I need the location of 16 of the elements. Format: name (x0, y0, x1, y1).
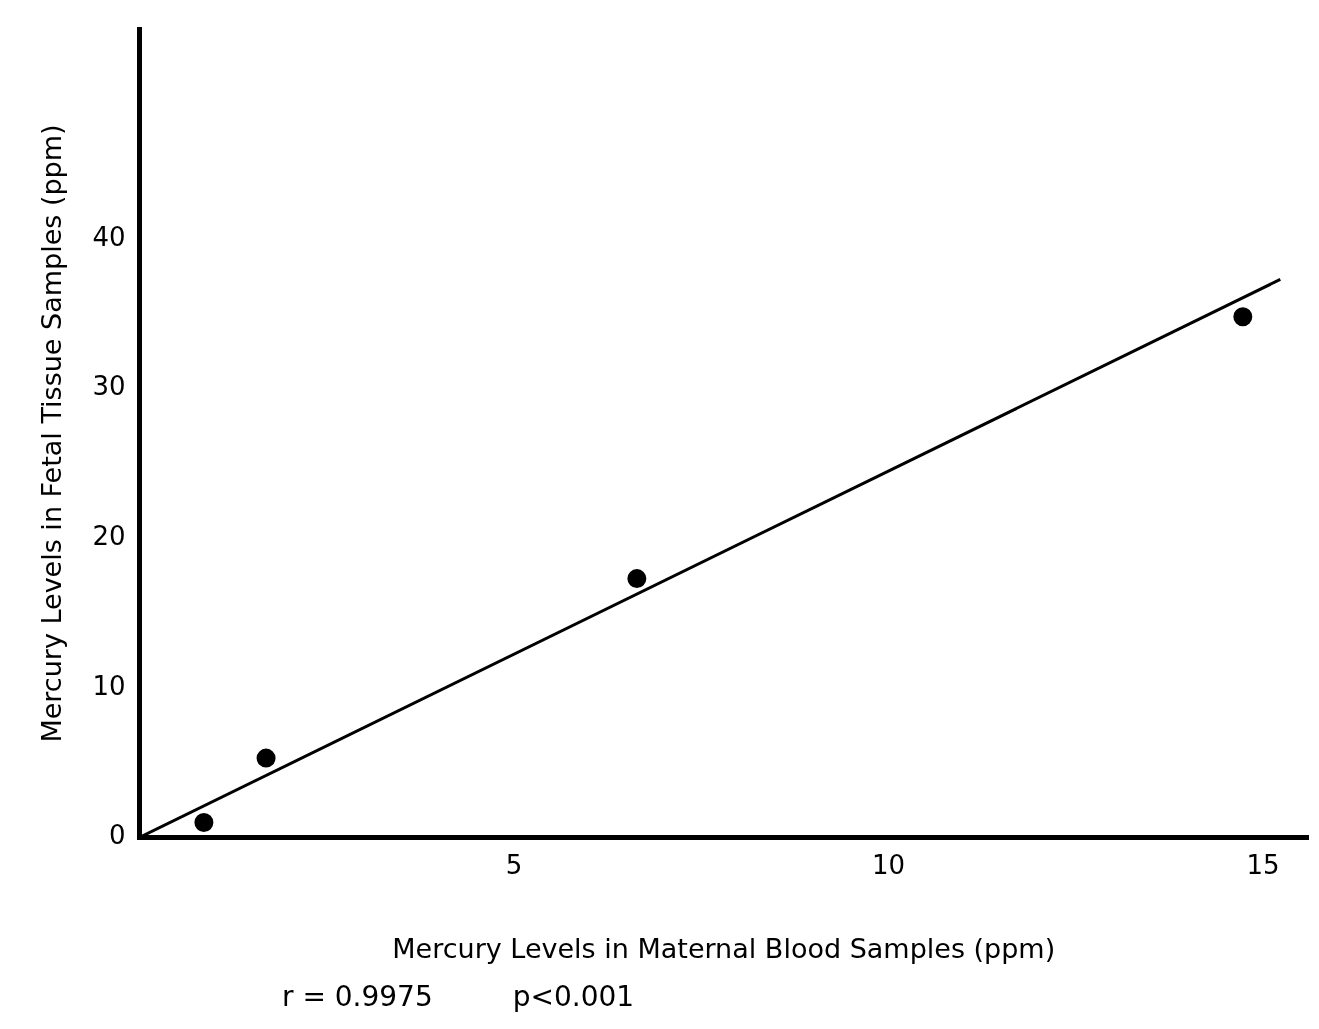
x-tick-label: 15 (1246, 849, 1280, 880)
x-tick-label: 10 (871, 849, 906, 880)
y-tick-label: 20 (92, 520, 126, 551)
y-tick-label: 30 (92, 371, 126, 402)
point (627, 569, 647, 589)
point (256, 748, 276, 768)
y-axis-title: Mercury Levels in Fetal Tissue Samples (ppm) (36, 124, 68, 743)
text: p<0.001 (512, 980, 635, 1013)
y-tick-label: 10 (92, 670, 126, 701)
point (1233, 307, 1253, 327)
text: r = 0.9975 (282, 980, 433, 1013)
x-tick-label: 5 (505, 849, 523, 880)
point (194, 812, 214, 832)
x-axis-title: Mercury Levels in Maternal Blood Samples (ppm) (392, 932, 1056, 964)
y-tick-label: 0 (108, 820, 126, 851)
y-tick-label: 40 (92, 221, 126, 252)
